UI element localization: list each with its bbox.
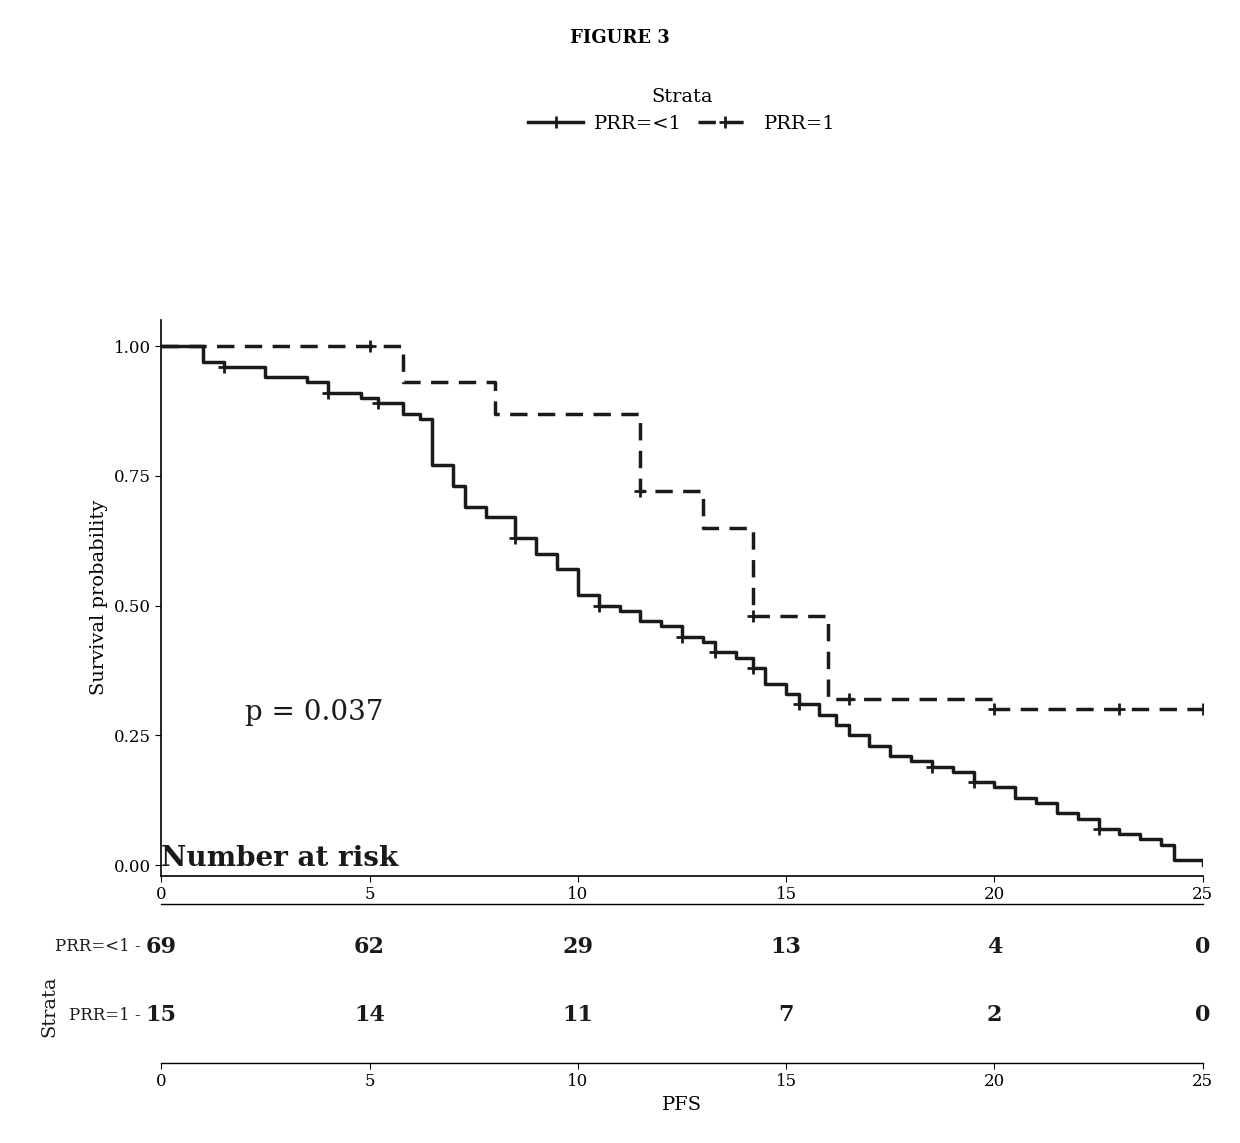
X-axis label: PFS: PFS (662, 909, 702, 927)
X-axis label: PFS: PFS (662, 1096, 702, 1114)
Text: 69: 69 (146, 936, 177, 958)
Text: 11: 11 (562, 1005, 593, 1026)
Text: 0: 0 (1195, 1005, 1210, 1026)
Text: PRR=1 -: PRR=1 - (68, 1007, 140, 1024)
Y-axis label: Survival probability: Survival probability (91, 501, 108, 695)
Text: FIGURE 3: FIGURE 3 (570, 29, 670, 47)
Legend: PRR=<1, PRR=1: PRR=<1, PRR=1 (521, 80, 843, 141)
Text: 13: 13 (771, 936, 801, 958)
Text: 7: 7 (779, 1005, 794, 1026)
Text: PRR=<1 -: PRR=<1 - (55, 938, 140, 956)
Text: p = 0.037: p = 0.037 (244, 700, 383, 726)
Text: Number at risk: Number at risk (161, 846, 398, 872)
Text: Strata: Strata (41, 975, 58, 1037)
Text: 4: 4 (987, 936, 1002, 958)
Text: 2: 2 (987, 1005, 1002, 1026)
Text: 15: 15 (146, 1005, 177, 1026)
Text: 14: 14 (355, 1005, 384, 1026)
Text: 29: 29 (562, 936, 593, 958)
Text: 0: 0 (1195, 936, 1210, 958)
Text: 62: 62 (355, 936, 384, 958)
